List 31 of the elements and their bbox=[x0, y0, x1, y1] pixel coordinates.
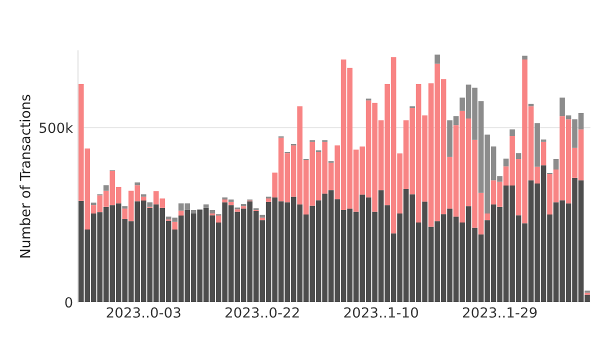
bar bbox=[103, 185, 109, 191]
bar bbox=[134, 182, 140, 186]
bar bbox=[528, 104, 534, 106]
bar bbox=[434, 54, 440, 64]
x-tick-label: 2023..1-29 bbox=[462, 307, 537, 318]
bar bbox=[240, 206, 246, 209]
bar bbox=[90, 202, 96, 206]
y-tick-label: 500k bbox=[40, 122, 74, 134]
bar bbox=[540, 142, 546, 166]
x-tick-label: 2023..0-03 bbox=[106, 307, 180, 318]
bar bbox=[503, 158, 509, 166]
bar bbox=[147, 202, 153, 207]
bar bbox=[172, 222, 178, 230]
y-axis-title: Number of Transactions bbox=[20, 94, 30, 258]
bar bbox=[510, 129, 515, 136]
bar bbox=[260, 214, 265, 218]
bar bbox=[260, 218, 265, 220]
bar bbox=[222, 197, 228, 200]
bar bbox=[522, 56, 528, 60]
x-tick-label: 2023..0-22 bbox=[226, 307, 299, 318]
bar bbox=[178, 210, 184, 216]
bar bbox=[190, 210, 196, 214]
x-tick-label: 2023..1-10 bbox=[344, 307, 418, 318]
bar bbox=[553, 159, 559, 170]
y-tick-label: 0 bbox=[65, 297, 72, 308]
bar bbox=[122, 206, 128, 209]
bar bbox=[516, 153, 522, 160]
bar bbox=[266, 198, 272, 202]
bar bbox=[203, 204, 209, 208]
bar bbox=[210, 210, 216, 214]
bar bbox=[216, 216, 222, 223]
